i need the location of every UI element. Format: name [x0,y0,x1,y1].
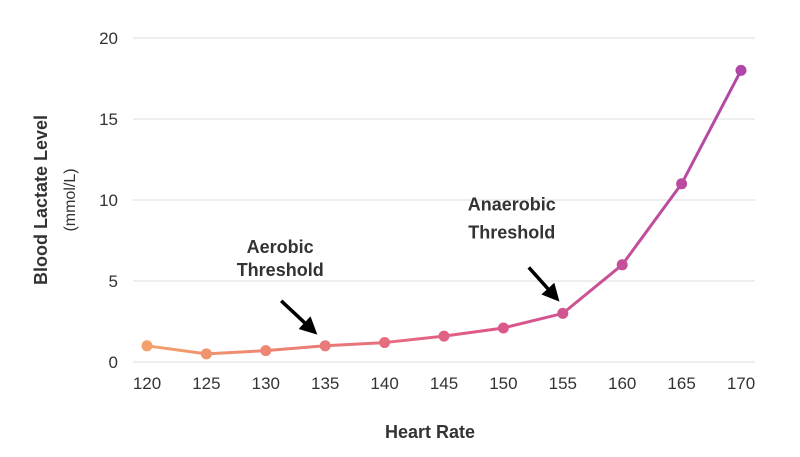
annotation-line2: Threshold [468,222,555,242]
x-tick-label: 120 [133,374,161,393]
x-tick-label: 170 [727,374,755,393]
x-tick-label: 165 [667,374,695,393]
data-point [497,322,509,334]
data-point [557,307,569,319]
annotations: Aerobic Threshold Anaerobic Threshold [237,194,560,335]
x-tick-label: 155 [549,374,577,393]
annotation-line1: Anaerobic [468,194,556,214]
data-point [200,348,212,360]
gridlines [133,37,755,363]
x-tick-label: 145 [430,374,458,393]
y-tick-label: 15 [99,110,118,129]
data-point [379,337,391,349]
x-axis-title: Heart Rate [385,422,475,442]
annotation-arrow [527,266,560,302]
y-axis-title: Blood Lactate Level [31,115,51,285]
x-tick-labels: 120 125 130 135 140 145 150 155 160 165 170 [133,374,755,393]
x-tick-label: 125 [192,374,220,393]
data-point [141,340,153,352]
x-tick-label: 160 [608,374,636,393]
y-tick-label: 5 [109,272,118,291]
annotation-line2: Threshold [237,260,324,280]
x-tick-label: 130 [252,374,280,393]
y-axis-unit: (mmol/L) [62,168,79,231]
data-point [676,178,688,190]
annotation-arrow [280,299,318,335]
series-lactate [141,64,747,360]
x-tick-label: 140 [370,374,398,393]
data-point [616,259,628,271]
y-tick-label: 0 [109,353,118,372]
data-point [319,340,331,352]
annotation-line1: Aerobic [247,237,314,257]
y-tick-labels: 0 5 10 15 20 [99,29,118,372]
series-line [146,69,743,356]
data-point [260,345,272,357]
x-tick-label: 150 [489,374,517,393]
y-tick-label: 10 [99,191,118,210]
data-point [438,330,450,342]
x-tick-label: 135 [311,374,339,393]
data-point [735,64,747,76]
y-tick-label: 20 [99,29,118,48]
y-axis-title-group: Blood Lactate Level (mmol/L) [31,115,79,285]
